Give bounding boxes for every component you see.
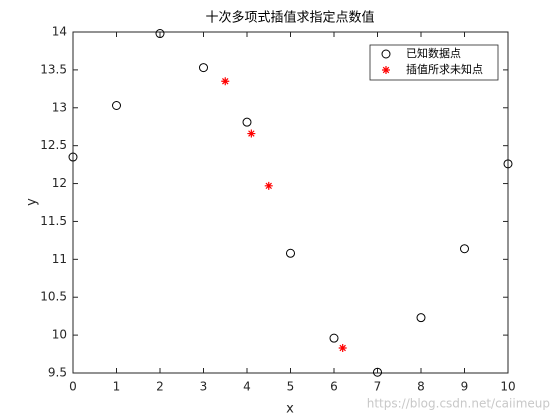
x-tick-label: 7 [374, 380, 382, 394]
data-point [329, 333, 339, 343]
data-point [373, 367, 382, 377]
x-tick-label: 4 [243, 380, 251, 394]
data-point [155, 29, 165, 39]
data-point [286, 248, 295, 258]
data-point [338, 343, 347, 352]
legend-label: 插值所求未知点 [406, 62, 483, 76]
x-tick-label: 10 [500, 380, 515, 394]
legend-label: 已知数据点 [406, 46, 461, 60]
data-point [247, 129, 256, 138]
y-tick-label: 10.5 [40, 290, 67, 304]
y-tick-label: 10 [52, 328, 67, 342]
data-point [199, 63, 208, 73]
y-tick-label: 12.5 [40, 138, 67, 152]
x-axis-label: x [286, 402, 294, 417]
x-tick-label: 0 [69, 380, 77, 394]
x-tick-label: 3 [200, 380, 208, 394]
x-tick-label: 8 [417, 380, 425, 394]
watermark: https://blog.csdn.net/caiimeup [367, 397, 550, 411]
chart-title: 十次多项式插值求指定点数值 [205, 10, 374, 26]
data-point [221, 77, 230, 86]
x-tick-label: 1 [113, 380, 121, 394]
y-tick-label: 9.5 [48, 366, 67, 380]
legend-marker [382, 66, 390, 74]
data-point [68, 152, 78, 162]
data-point [112, 101, 121, 111]
legend-marker [381, 49, 391, 59]
data-point [460, 244, 469, 254]
legend-box [369, 44, 499, 81]
x-tick-label: 2 [156, 380, 164, 394]
y-tick-label: 13.5 [40, 62, 67, 76]
y-tick-label: 13 [52, 100, 67, 114]
data-point [503, 159, 513, 169]
x-tick-label: 9 [461, 380, 469, 394]
data-point [242, 117, 252, 127]
y-tick-label: 12 [52, 176, 67, 190]
data-point [264, 181, 273, 190]
x-tick-label: 6 [330, 380, 338, 394]
x-tick-label: 5 [287, 380, 295, 394]
y-tick-label: 11 [52, 252, 67, 266]
y-tick-label: 11.5 [40, 214, 67, 228]
y-axis-label: y [25, 198, 40, 206]
data-point [416, 313, 426, 323]
y-tick-label: 14 [52, 25, 67, 39]
